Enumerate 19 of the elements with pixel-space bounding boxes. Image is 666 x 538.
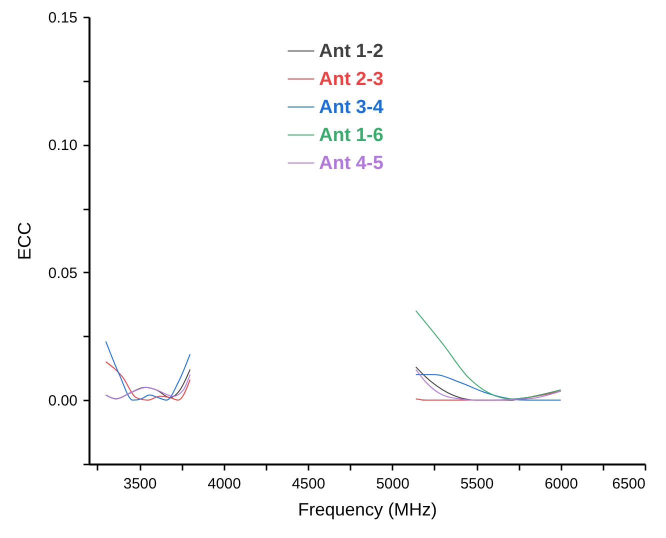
x-tick-label: 6500	[612, 476, 646, 492]
y-tick-label: 0.00	[48, 392, 78, 410]
x-axis-title: Frequency (MHz)	[298, 500, 438, 520]
y-tick-label: 0.10	[48, 137, 78, 154]
legend-label: Ant 4-5	[319, 153, 384, 174]
y-tick-label: 0.15	[48, 10, 78, 26]
x-tick-label: 3500	[123, 476, 157, 492]
x-tick-label: 5500	[460, 476, 494, 492]
legend-label: Ant 3-4	[319, 97, 384, 118]
x-tick-label: 4500	[292, 476, 326, 492]
legend-label: Ant 2-3	[319, 69, 384, 90]
x-tick-label: 6000	[544, 476, 578, 492]
x-tick-label: 4000	[208, 476, 241, 492]
y-tick-label: 0.05	[48, 264, 78, 282]
y-axis-title: ECC	[14, 222, 34, 260]
line-series	[415, 310, 562, 400]
legend-label: Ant 1-6	[319, 125, 384, 146]
x-tick-label: 5000	[376, 476, 410, 492]
legend-label: Ant 1-2	[319, 41, 384, 62]
